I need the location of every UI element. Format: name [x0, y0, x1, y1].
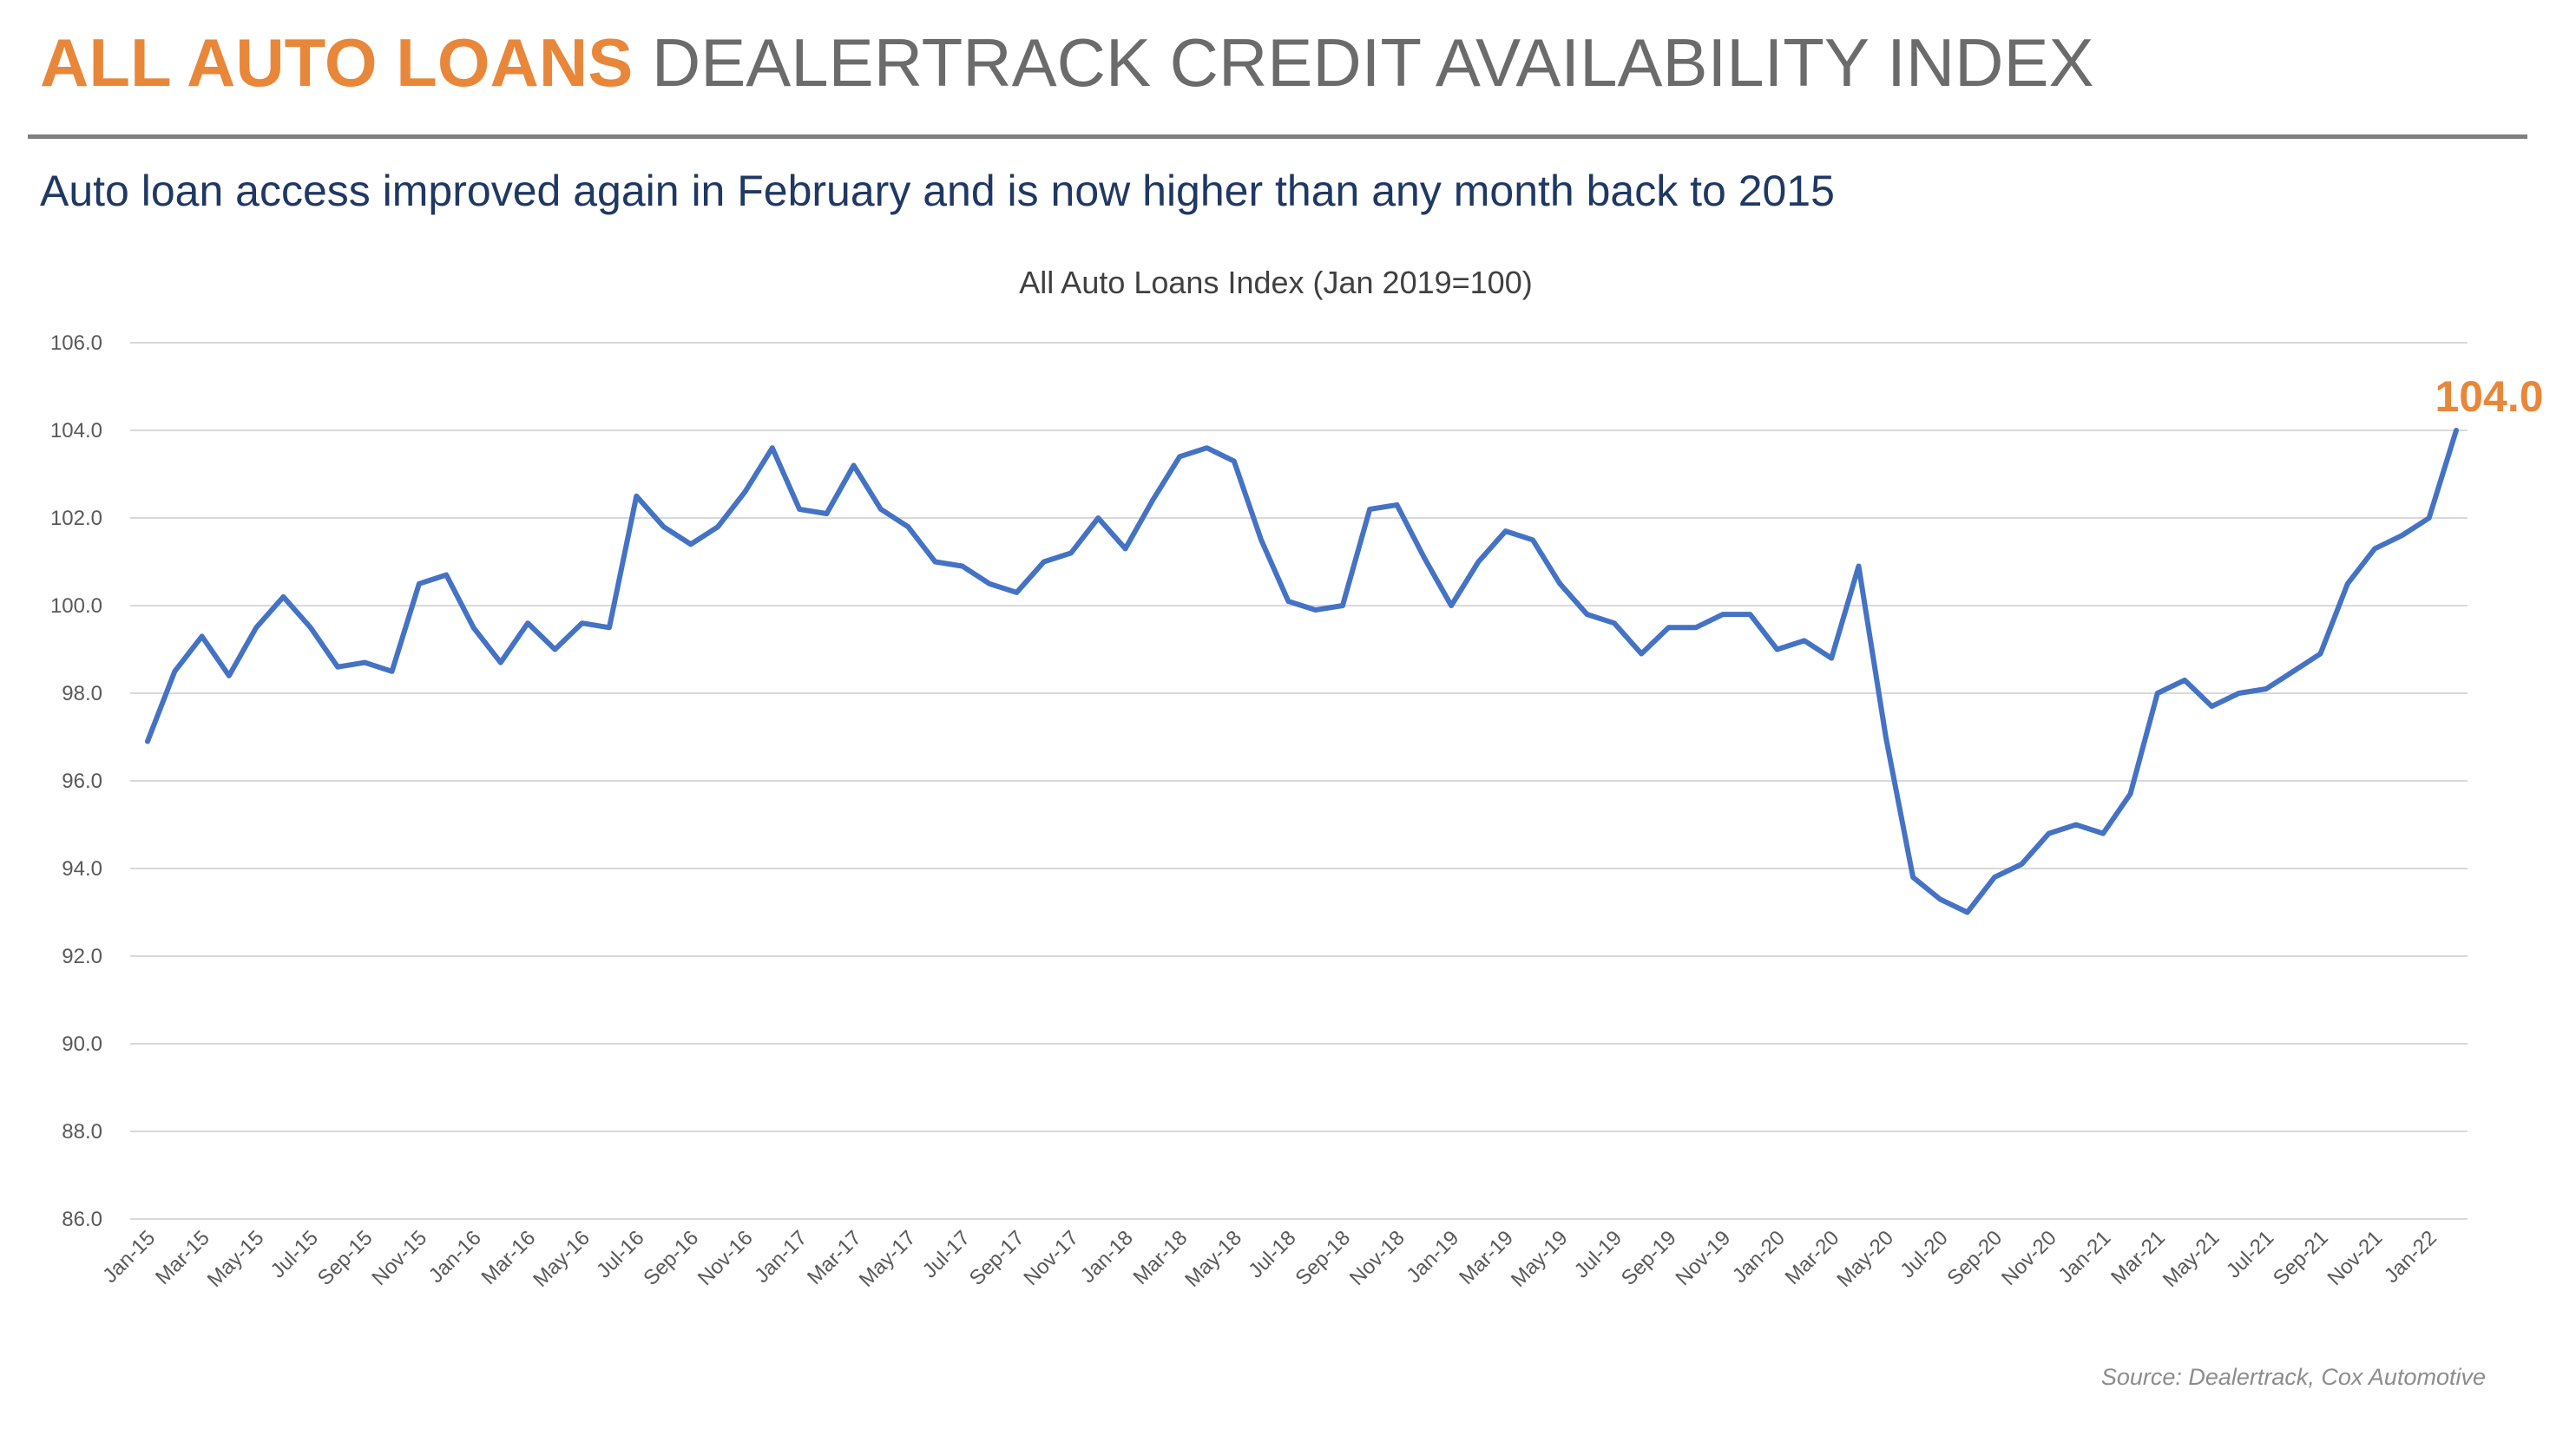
x-tick-label: Jan-21: [2054, 1226, 2115, 1288]
x-tick-label: Jan-19: [1402, 1226, 1463, 1288]
chart-title: All Auto Loans Index (Jan 2019=100): [1019, 265, 1532, 300]
x-tick-label: Mar-17: [803, 1226, 866, 1289]
y-tick-label: 88.0: [62, 1120, 102, 1144]
x-tick-label: Sep-16: [639, 1226, 703, 1290]
title-accent: ALL AUTO LOANS: [40, 24, 634, 101]
x-tick-label: Nov-16: [693, 1226, 758, 1290]
page-title: ALL AUTO LOANS DEALERTRACK CREDIT AVAILA…: [40, 19, 2094, 106]
x-tick-label: Sep-15: [313, 1226, 378, 1290]
annotation-layer: 104.0: [2435, 372, 2543, 421]
y-tick-label: 100.0: [50, 594, 102, 618]
y-tick-label: 92.0: [62, 945, 102, 968]
y-tick-label: 106.0: [50, 331, 102, 355]
x-tick-label: Jan-20: [1728, 1226, 1790, 1288]
data-label: 104.0: [2435, 372, 2543, 421]
x-tick-label: Nov-15: [367, 1226, 431, 1290]
x-tick-label: Jan-17: [750, 1226, 812, 1288]
gridlines: [130, 342, 2468, 1220]
x-tick-label: Nov-19: [1671, 1226, 1735, 1290]
x-tick-label: May-19: [1507, 1226, 1573, 1292]
x-tick-label: May-16: [529, 1226, 595, 1292]
series-layer: [145, 428, 2459, 915]
x-tick-label: Nov-21: [2323, 1226, 2388, 1290]
x-tick-label: May-20: [1832, 1226, 1898, 1292]
y-tick-label: 90.0: [62, 1032, 102, 1056]
x-tick-label: Sep-19: [1617, 1226, 1681, 1290]
y-tick-label: 102.0: [50, 507, 102, 530]
x-tick-label: Sep-20: [1942, 1226, 2007, 1290]
x-tick-label: Jan-22: [2380, 1226, 2441, 1288]
x-tick-label: May-15: [203, 1226, 269, 1292]
header-divider: [28, 134, 2527, 139]
title-main: DEALERTRACK CREDIT AVAILABILITY INDEX: [651, 24, 2094, 101]
x-tick-label: Nov-20: [1997, 1226, 2061, 1290]
y-tick-label: 94.0: [62, 857, 102, 881]
x-tick-label: Sep-21: [2269, 1226, 2333, 1290]
x-tick-label: Jan-18: [1076, 1226, 1138, 1288]
y-tick-label: 96.0: [62, 770, 102, 793]
y-tick-label: 98.0: [62, 682, 102, 705]
y-axis: 86.0 88.0 90.0 92.0 94.0 96.0 98.0 100.0 102.0 10…: [50, 331, 102, 1231]
y-tick-label: 86.0: [62, 1208, 102, 1231]
x-tick-label: Jan-15: [98, 1226, 160, 1288]
x-tick-label: Mar-16: [477, 1226, 541, 1289]
y-tick-label: 104.0: [50, 419, 102, 442]
series-line: [145, 428, 2459, 915]
x-tick-label: Mar-19: [1455, 1226, 1518, 1289]
source-note: Source: Dealertrack, Cox Automotive: [2100, 1364, 2486, 1390]
x-tick-label: Jan-16: [424, 1226, 486, 1288]
x-tick-label: Nov-17: [1019, 1226, 1083, 1290]
x-tick-label: May-21: [2159, 1226, 2224, 1292]
x-tick-label: Mar-21: [2106, 1226, 2170, 1289]
x-tick-label: Mar-15: [151, 1226, 214, 1289]
x-tick-label: May-17: [855, 1226, 921, 1292]
x-tick-label: Sep-17: [965, 1226, 1029, 1290]
x-tick-label: Sep-18: [1291, 1226, 1355, 1290]
x-tick-label: May-18: [1180, 1226, 1246, 1292]
x-tick-label: Nov-18: [1345, 1226, 1410, 1290]
x-tick-label: Mar-18: [1129, 1226, 1193, 1289]
x-tick-label: Mar-20: [1781, 1226, 1844, 1289]
page-subtitle: Auto loan access improved again in Febru…: [40, 167, 1835, 215]
x-axis: Jan-15Mar-15May-15Jul-15Sep-15Nov-15Jan-…: [98, 1226, 2441, 1292]
